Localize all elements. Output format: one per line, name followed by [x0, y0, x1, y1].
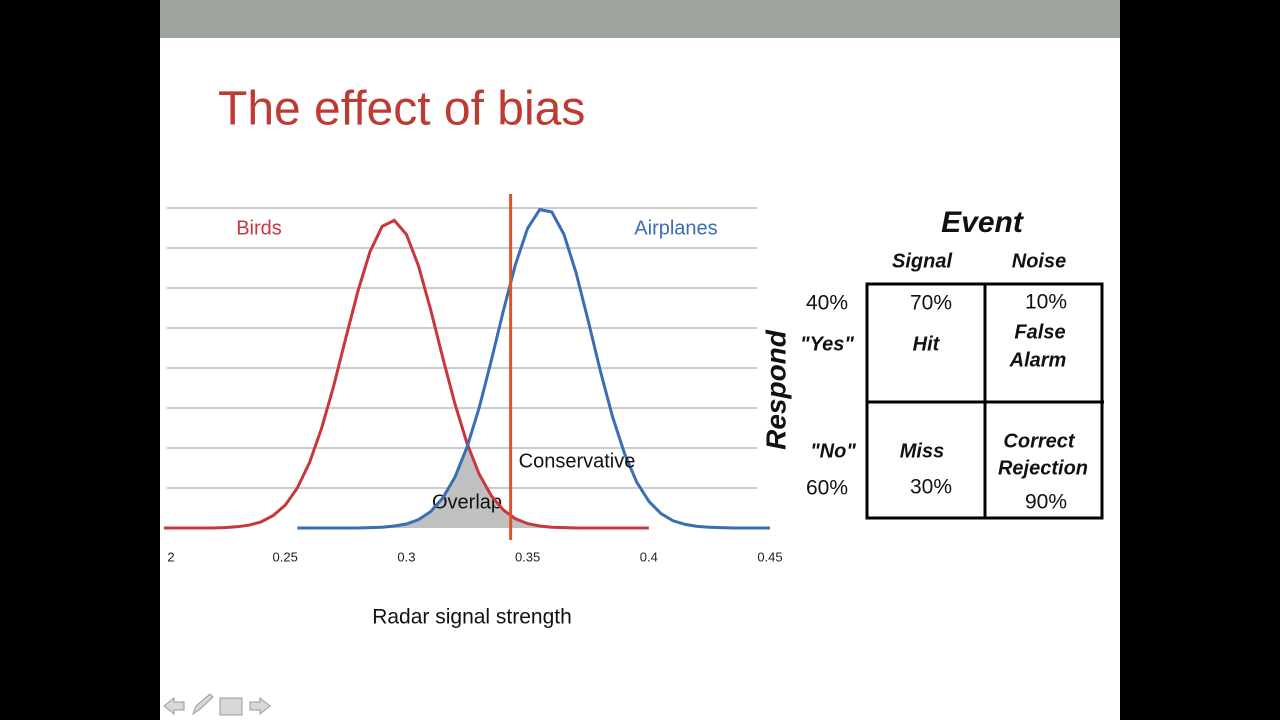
pen-button[interactable]	[191, 693, 214, 716]
series-line	[164, 218, 649, 530]
header-bar	[160, 0, 1120, 38]
overlap-label: Overlap	[432, 491, 502, 513]
next-button[interactable]	[249, 696, 271, 716]
cell-name: Alarm	[1009, 349, 1067, 371]
cell-name: False	[1014, 321, 1065, 343]
cell-name: Miss	[900, 440, 944, 462]
slide-title: The effect of bias	[218, 83, 585, 136]
criterion-label: Conservative	[519, 450, 636, 472]
cell-value: 70%	[910, 292, 952, 315]
previous-button[interactable]	[163, 696, 185, 716]
row-label: "No"	[810, 440, 856, 462]
x-tick-label: 0.25	[273, 549, 298, 564]
cell-name: Correct	[1003, 430, 1075, 452]
x-axis-label: Radar signal strength	[372, 606, 572, 629]
x-tick-label: 0.4	[640, 549, 658, 564]
x-tick-label: 2	[167, 549, 174, 564]
x-tick-label: 0.35	[515, 549, 540, 564]
row-rate: 40%	[806, 292, 848, 315]
x-tick-label: 0.3	[397, 549, 415, 564]
contingency-table	[865, 282, 1104, 520]
table-title: Event	[941, 206, 1025, 239]
row-label: "Yes"	[800, 333, 854, 355]
cell-value: 90%	[1025, 491, 1067, 514]
cell-value: 10%	[1025, 291, 1067, 314]
slide-background	[160, 0, 1120, 720]
menu-button[interactable]	[219, 697, 243, 716]
series-label: Airplanes	[634, 217, 717, 239]
overlap-area	[297, 447, 649, 528]
slide-navigation	[163, 693, 271, 716]
cell-name: Hit	[913, 333, 941, 355]
column-header: Signal	[892, 250, 952, 272]
series-label: Birds	[236, 217, 282, 239]
row-rate: 60%	[806, 477, 848, 500]
series-line	[297, 207, 770, 530]
cell-value: 30%	[910, 476, 952, 499]
cell-name: Rejection	[998, 457, 1088, 479]
column-header: Noise	[1012, 250, 1066, 272]
row-axis-label: Respond	[760, 329, 791, 450]
x-tick-label: 0.45	[757, 549, 782, 564]
